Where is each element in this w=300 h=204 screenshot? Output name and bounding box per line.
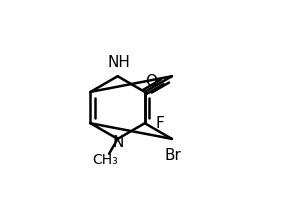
Text: O: O [145, 74, 157, 89]
Text: NH: NH [107, 54, 130, 69]
Text: Br: Br [164, 147, 182, 162]
Text: CH₃: CH₃ [92, 152, 118, 166]
Text: N: N [113, 135, 124, 150]
Text: F: F [156, 115, 164, 130]
